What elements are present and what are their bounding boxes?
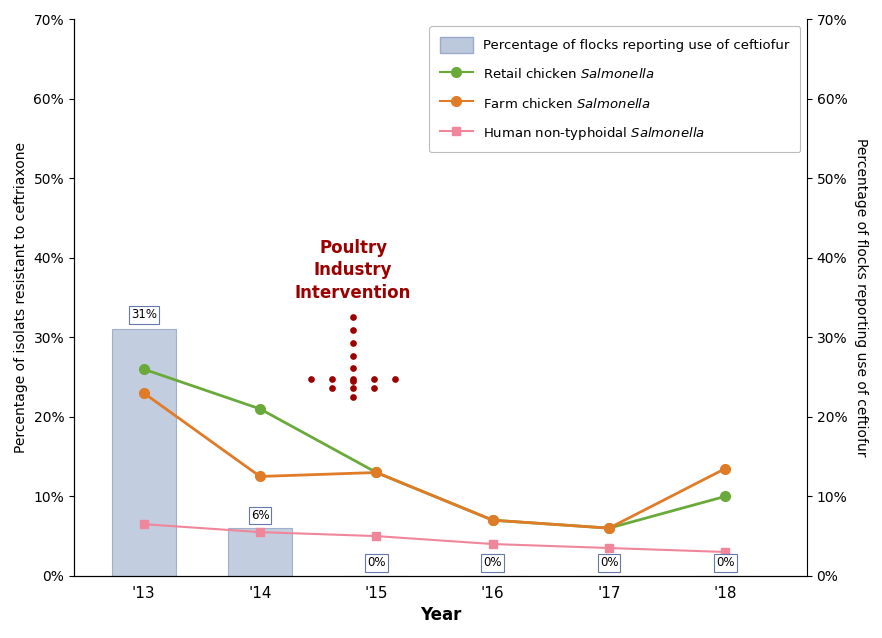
Text: 0%: 0% <box>600 556 618 570</box>
Text: 31%: 31% <box>131 308 157 322</box>
Legend: Percentage of flocks reporting use of ceftiofur, Retail chicken $\it{Salmonella}: Percentage of flocks reporting use of ce… <box>430 26 800 152</box>
Bar <box>228 528 292 576</box>
Y-axis label: Percentage of isolats resistant to ceftriaxone: Percentage of isolats resistant to ceftr… <box>14 142 28 453</box>
Y-axis label: Percentage of flocks reporting use of ceftiofur: Percentage of flocks reporting use of ce… <box>854 138 868 457</box>
Text: 0%: 0% <box>367 556 385 570</box>
Text: 6%: 6% <box>250 508 269 522</box>
Text: Poultry
Industry
Intervention: Poultry Industry Intervention <box>295 239 411 302</box>
Text: 0%: 0% <box>716 556 735 570</box>
Bar <box>112 329 176 576</box>
Text: 0%: 0% <box>483 556 502 570</box>
X-axis label: Year: Year <box>420 606 461 624</box>
